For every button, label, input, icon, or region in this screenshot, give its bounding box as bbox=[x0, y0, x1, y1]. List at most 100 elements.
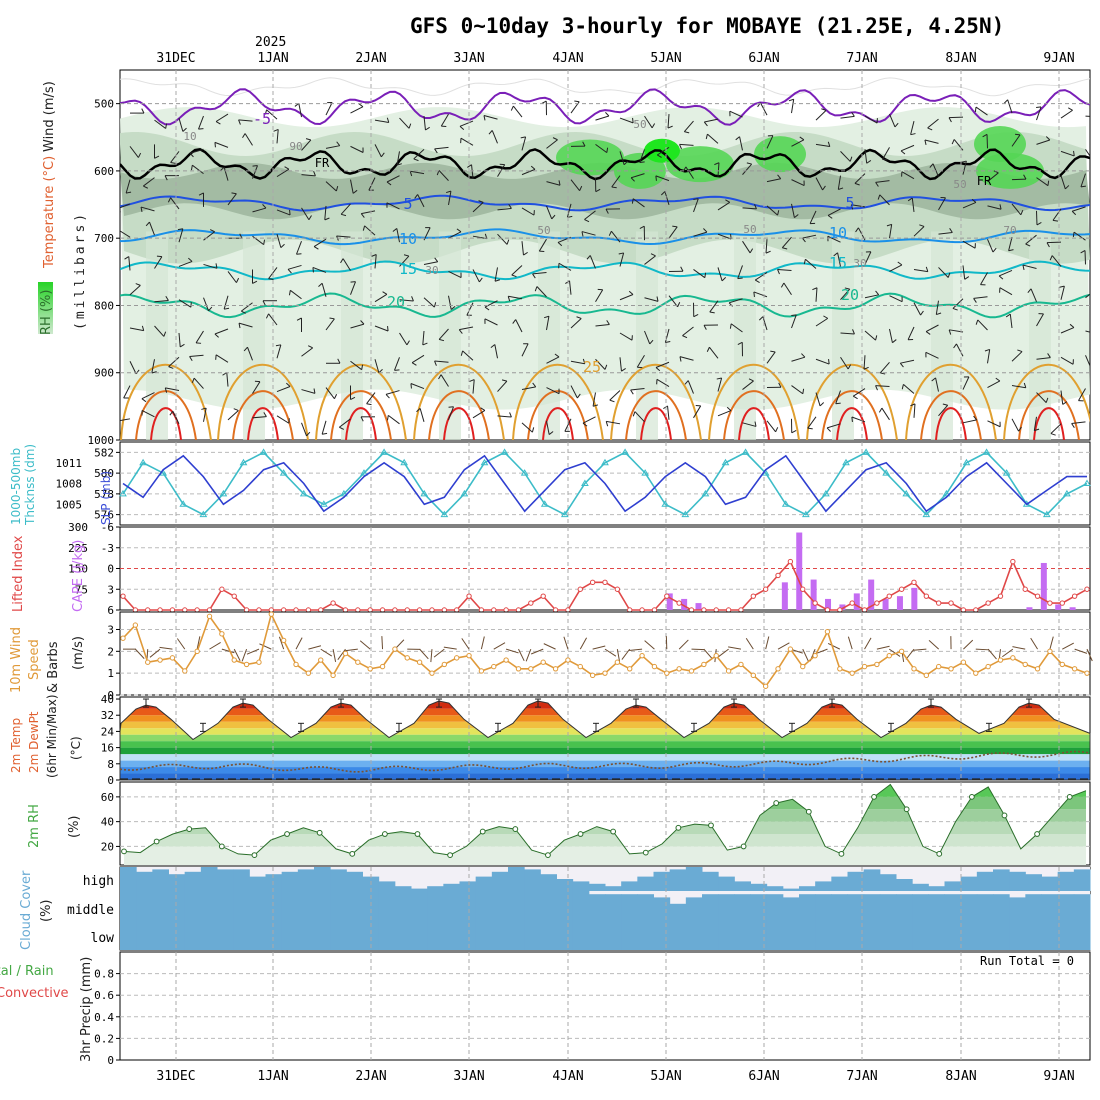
thickness-line-point bbox=[781, 500, 790, 507]
rh2m-point bbox=[121, 848, 127, 855]
wind-barb bbox=[350, 145, 364, 153]
rh-column bbox=[1029, 231, 1051, 440]
cloud-cell bbox=[976, 923, 994, 950]
cloud-cell bbox=[799, 886, 816, 891]
rh2m-point bbox=[284, 831, 290, 837]
wind-barb bbox=[999, 287, 1013, 296]
wind10-speed-line-point bbox=[268, 611, 275, 617]
tick-label: 3 bbox=[107, 583, 114, 596]
wind-barb-flag bbox=[409, 171, 413, 177]
cloud-cell bbox=[718, 876, 735, 891]
wind-barb bbox=[325, 387, 335, 400]
wind-barb bbox=[472, 409, 486, 419]
wind-barb bbox=[664, 191, 670, 206]
cloud-cell bbox=[314, 891, 331, 923]
wind-barb-flag bbox=[382, 291, 388, 295]
temp-band bbox=[120, 760, 1090, 768]
wind-barb bbox=[339, 418, 351, 428]
temp-label-2: 2m DewPt bbox=[27, 711, 41, 773]
rh2m-point bbox=[708, 822, 714, 829]
wind-barb bbox=[987, 238, 994, 253]
wind-barb bbox=[546, 387, 560, 395]
isotherm-30 bbox=[625, 390, 687, 440]
wind-barb-flag bbox=[386, 117, 390, 123]
wind10-speed-line-point bbox=[911, 666, 917, 672]
isotherm-25 bbox=[1003, 363, 1090, 440]
wind-barb-flag bbox=[850, 204, 854, 210]
wind-barb-flag bbox=[639, 161, 645, 164]
rh2m-point bbox=[838, 850, 845, 857]
wind-barb bbox=[440, 113, 449, 127]
wind-barb bbox=[815, 317, 829, 327]
cloud-cell bbox=[443, 891, 460, 923]
wind-barb-flag bbox=[1036, 222, 1042, 226]
run-total: Run Total = 0 bbox=[980, 954, 1074, 968]
wind-barb bbox=[564, 418, 572, 432]
wind-barb bbox=[879, 361, 890, 374]
wind-barb bbox=[459, 120, 474, 127]
wind-barb-flag bbox=[660, 191, 666, 196]
wind-barb-flag bbox=[1023, 382, 1027, 388]
tick-label: 582 bbox=[94, 446, 114, 459]
wind10-barb bbox=[579, 637, 588, 650]
wind-barb bbox=[438, 170, 449, 181]
wind-barb-flag bbox=[693, 313, 699, 318]
wind-barb bbox=[987, 420, 1001, 428]
wind-barb bbox=[178, 117, 184, 132]
thickness-line-point bbox=[621, 448, 629, 455]
cloud-cell bbox=[750, 883, 768, 891]
wind-barb-flag bbox=[288, 290, 291, 296]
wind-barb-flag bbox=[1050, 433, 1056, 436]
wind10-speed-line-point bbox=[923, 672, 930, 679]
wind10-barb bbox=[728, 646, 742, 650]
wind-barb-flag bbox=[263, 239, 266, 245]
date-label-bottom: 5JAN bbox=[650, 1069, 681, 1084]
wind-barb bbox=[783, 282, 792, 295]
wind10-speed-line-point bbox=[169, 655, 176, 661]
date-label-bottom: 9JAN bbox=[1043, 1069, 1074, 1084]
wind-barb bbox=[1071, 421, 1086, 425]
wind-barb-flag bbox=[488, 130, 493, 135]
wind-barb-flag bbox=[448, 406, 454, 408]
wind-barb-flag bbox=[703, 121, 708, 127]
wind-barb bbox=[189, 148, 204, 154]
wind-barb-flag bbox=[812, 287, 818, 291]
tick-label: 0 bbox=[107, 1054, 114, 1067]
rh-column bbox=[636, 231, 658, 440]
pressure-units-label: (millibars) bbox=[73, 211, 88, 330]
wind-barb-flag bbox=[163, 331, 167, 337]
cloud-cell bbox=[782, 923, 800, 950]
wind-barb bbox=[679, 356, 694, 361]
cloud-cell bbox=[621, 881, 638, 891]
wind-barb-flag bbox=[855, 227, 859, 233]
wind-barb bbox=[154, 300, 169, 303]
wind-barb-flag bbox=[975, 319, 979, 325]
wind-barb-flag bbox=[833, 252, 838, 257]
rh-contour-line bbox=[120, 77, 1090, 97]
wind-barb bbox=[223, 167, 229, 181]
cloud-cell bbox=[605, 923, 622, 950]
cloud-cell bbox=[200, 867, 218, 891]
cloud-cell bbox=[281, 923, 299, 950]
date-label-top: 4JAN bbox=[552, 51, 583, 66]
wind-barb-flag bbox=[630, 177, 635, 182]
wind-barb bbox=[807, 416, 817, 429]
wind-barb-flag bbox=[835, 402, 841, 405]
wind-barb-flag bbox=[137, 152, 142, 158]
wind10-speed-line-point bbox=[973, 670, 979, 676]
wind-barb bbox=[935, 377, 939, 392]
cape-bar bbox=[868, 579, 875, 610]
cloud-cell bbox=[702, 871, 719, 891]
wind-barb-flag bbox=[799, 136, 805, 141]
wind-barb bbox=[399, 299, 414, 302]
wind-barb bbox=[1011, 418, 1020, 432]
wind10-barb bbox=[1012, 646, 1026, 650]
cloud-cell bbox=[378, 881, 396, 891]
wind-barb-flag bbox=[318, 282, 323, 288]
wind-barb-flag bbox=[604, 364, 608, 370]
cloud-cell bbox=[734, 894, 751, 923]
wind10-speed-line-point bbox=[738, 661, 744, 668]
wind-barb bbox=[1036, 313, 1044, 327]
wind-barb bbox=[1036, 357, 1051, 360]
wind-barb bbox=[927, 118, 939, 129]
